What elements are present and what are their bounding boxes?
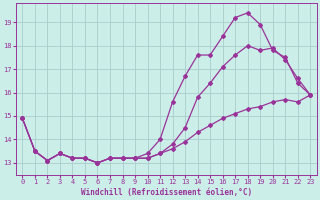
- X-axis label: Windchill (Refroidissement éolien,°C): Windchill (Refroidissement éolien,°C): [81, 188, 252, 197]
